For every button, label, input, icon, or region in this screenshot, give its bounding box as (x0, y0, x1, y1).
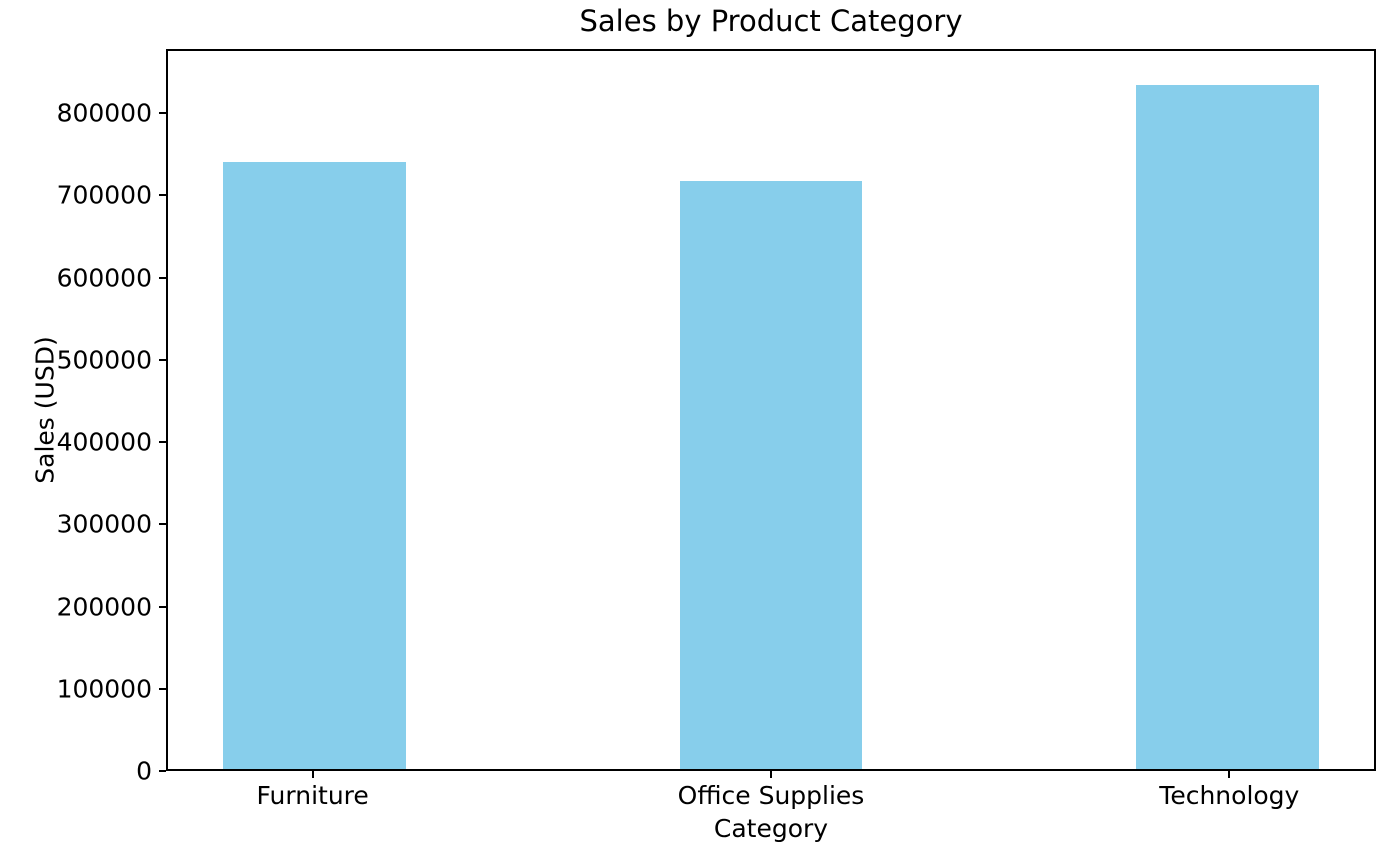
y-tick-label: 700000 (56, 180, 152, 210)
y-tick-mark (159, 770, 166, 772)
x-tick-mark (1228, 771, 1231, 778)
x-tick-label-office-supplies: Office Supplies (677, 781, 865, 810)
y-tick-mark (159, 194, 166, 197)
x-tick-mark (311, 771, 314, 778)
y-tick-mark (159, 441, 166, 444)
y-tick-label: 200000 (56, 592, 152, 622)
plot-area (166, 49, 1376, 771)
y-tick-mark (159, 687, 166, 690)
x-tick-label-technology: Technology (1159, 781, 1300, 810)
y-tick-label: 100000 (56, 674, 152, 704)
x-tick-label-furniture: Furniture (256, 781, 369, 810)
y-tick-mark (159, 605, 166, 608)
x-axis-label: Category (713, 814, 829, 843)
bar-office-supplies (679, 181, 863, 769)
bar-technology (1136, 85, 1320, 769)
y-tick-mark (159, 276, 166, 279)
y-tick-label: 600000 (56, 263, 152, 293)
chart-title: Sales by Product Category (579, 4, 963, 38)
x-tick-mark (770, 771, 772, 778)
bar-furniture (222, 162, 406, 769)
y-tick-label: 400000 (56, 427, 152, 457)
y-tick-mark (159, 358, 166, 361)
y-tick-label: 300000 (56, 509, 152, 539)
y-tick-label: 0 (136, 756, 152, 786)
y-tick-mark (159, 112, 166, 115)
y-tick-mark (159, 523, 166, 526)
y-tick-label: 500000 (56, 345, 152, 375)
y-axis-label: Sales (USD) (30, 336, 60, 484)
y-tick-label: 800000 (56, 98, 152, 128)
